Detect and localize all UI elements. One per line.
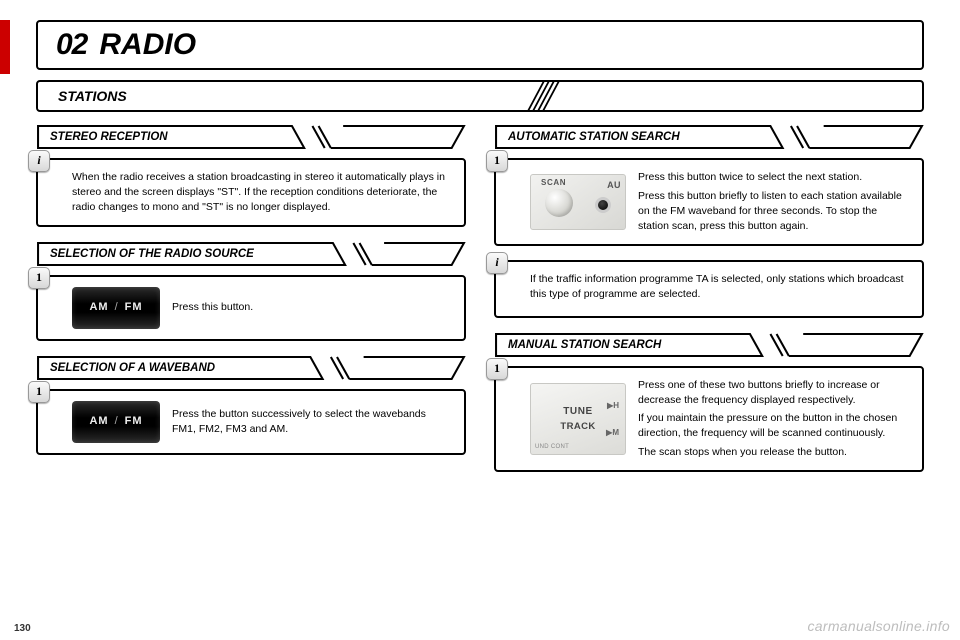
chapter-title: RADIO	[99, 28, 196, 62]
panel-stereo: When the radio receives a station broadc…	[36, 158, 466, 227]
auto-body-line2: Press this button briefly to listen to e…	[638, 189, 910, 234]
track-label: TRACK	[560, 420, 595, 433]
aux-text: AU	[607, 179, 621, 192]
am-fm-button-image: AM / FM	[72, 287, 160, 329]
auto-body: Press this button twice to select the ne…	[638, 170, 910, 234]
arrow-up-icon: ▶H	[607, 400, 619, 411]
am-fm-button-image-2: AM / FM	[72, 401, 160, 443]
chapter-header: 02 RADIO	[36, 20, 924, 70]
ta-body: If the traffic information programme TA …	[530, 272, 910, 302]
manual-body-line2: If you maintain the pressure on the butt…	[638, 411, 910, 441]
subheader-stereo: STEREO RECEPTION	[36, 124, 466, 150]
page-number: 130	[14, 623, 31, 634]
manual-body-line1: Press one of these two buttons briefly t…	[638, 378, 910, 408]
manual-body: Press one of these two buttons briefly t…	[638, 378, 910, 461]
subheader-source: SELECTION OF THE RADIO SOURCE	[36, 241, 466, 267]
subheader-waveband: SELECTION OF A WAVEBAND	[36, 355, 466, 381]
two-column-layout: STEREO RECEPTION When the radio receives…	[36, 124, 924, 486]
info-icon	[28, 150, 50, 172]
manual-page: 02 RADIO STATIONS STEREO RECEPTION When …	[0, 0, 960, 640]
auto-body-line1: Press this button twice to select the ne…	[638, 170, 910, 185]
stereo-body: When the radio receives a station broadc…	[72, 170, 452, 215]
subheader-auto: AUTOMATIC STATION SEARCH	[494, 124, 924, 150]
scan-knob-icon	[545, 189, 573, 217]
step-badge-1d	[486, 358, 508, 380]
header-diagonal-rule	[527, 80, 924, 112]
am-label: AM	[89, 300, 108, 316]
info-icon-2	[486, 252, 508, 274]
fm-label: FM	[125, 300, 143, 316]
tune-label: TUNE	[563, 405, 593, 419]
panel-ta-note: If the traffic information programme TA …	[494, 260, 924, 318]
subheader-waveband-label: SELECTION OF A WAVEBAND	[50, 355, 215, 381]
aux-jack-icon	[595, 197, 611, 213]
waveband-body: Press the button successively to select …	[172, 407, 452, 437]
fm-label-2: FM	[125, 414, 143, 430]
subheader-auto-label: AUTOMATIC STATION SEARCH	[508, 124, 680, 150]
scan-button-image: SCAN AU	[530, 174, 626, 230]
watermark: carmanualsonline.info	[808, 618, 951, 634]
chapter-number: 02	[56, 28, 87, 62]
arrow-down-icon: ▶M	[606, 427, 619, 438]
slash-icon-2: /	[115, 414, 119, 430]
section-title: STATIONS	[38, 88, 127, 104]
panel-manual: TUNE TRACK ▶H ▶M UND CONT Press one of t…	[494, 366, 924, 473]
am-label-2: AM	[89, 414, 108, 430]
panel-waveband: AM / FM Press the button successively to…	[36, 389, 466, 455]
panel-auto: SCAN AU Press this button twice to selec…	[494, 158, 924, 246]
subheader-manual-label: MANUAL STATION SEARCH	[508, 332, 661, 358]
step-badge-1c	[486, 150, 508, 172]
right-column: AUTOMATIC STATION SEARCH SCAN AU Press t…	[494, 124, 924, 486]
subheader-stereo-label: STEREO RECEPTION	[50, 124, 168, 150]
corner-text: UND CONT	[535, 443, 569, 452]
scan-text: SCAN	[541, 177, 566, 188]
step-badge-1b	[28, 381, 50, 403]
step-badge-1	[28, 267, 50, 289]
manual-body-line3: The scan stops when you release the butt…	[638, 445, 910, 460]
tune-track-button-image: TUNE TRACK ▶H ▶M UND CONT	[530, 383, 626, 455]
subheader-source-label: SELECTION OF THE RADIO SOURCE	[50, 241, 254, 267]
panel-source: AM / FM Press this button.	[36, 275, 466, 341]
chapter-accent-tab	[0, 20, 10, 74]
section-header-stations: STATIONS	[36, 80, 924, 112]
left-column: STEREO RECEPTION When the radio receives…	[36, 124, 466, 486]
subheader-manual: MANUAL STATION SEARCH	[494, 332, 924, 358]
slash-icon: /	[115, 300, 119, 316]
source-body: Press this button.	[172, 300, 452, 315]
